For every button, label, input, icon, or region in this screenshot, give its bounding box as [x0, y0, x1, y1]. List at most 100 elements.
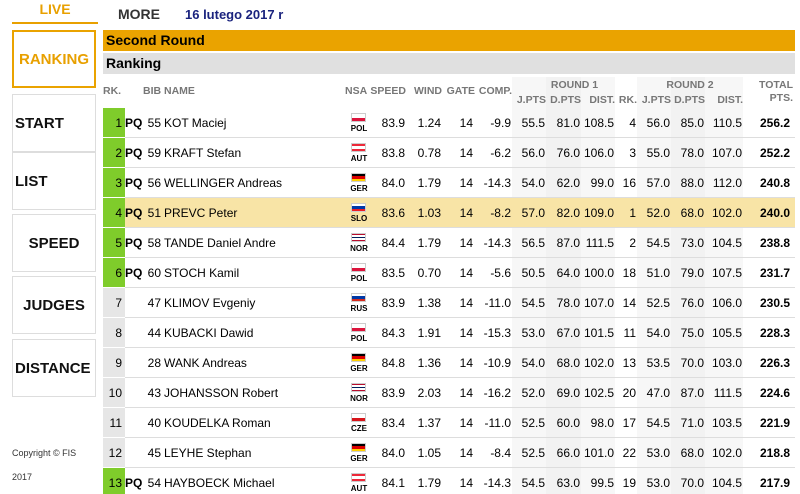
row — [103, 108, 795, 138]
nsa: CZE — [351, 424, 367, 433]
value: 1.37 — [417, 416, 441, 430]
value: 56.0 — [521, 146, 545, 160]
value: 53.0 — [521, 326, 545, 340]
value: 78.0 — [680, 146, 704, 160]
nsa: GER — [350, 364, 368, 373]
value: 20 — [622, 386, 636, 400]
value: 70.0 — [680, 476, 704, 490]
value: -8.2 — [490, 206, 511, 220]
value: 1.79 — [417, 476, 441, 490]
value: 217.9 — [759, 476, 790, 490]
name: STOCH Kamil — [164, 266, 240, 280]
value: 53.5 — [646, 356, 670, 370]
value: 87.0 — [556, 236, 580, 250]
value: 11 — [623, 326, 636, 340]
bib: 51 — [147, 206, 161, 220]
section-title: Second Round — [103, 30, 795, 51]
rank: 7 — [103, 288, 125, 318]
nsa: AUT — [350, 484, 368, 493]
flag — [351, 353, 366, 362]
value: 0.70 — [417, 266, 441, 280]
nav-item[interactable]: SPEED — [12, 214, 96, 272]
value: 231.7 — [759, 266, 790, 280]
value: 83.4 — [381, 416, 405, 430]
value: 224.6 — [759, 386, 790, 400]
flag-stripe — [352, 146, 365, 149]
column-header: D.PTS — [674, 94, 705, 106]
value: 54.5 — [646, 236, 670, 250]
rank: 8 — [103, 318, 125, 348]
nsa: POL — [350, 274, 368, 283]
nav-item[interactable]: RANKING — [12, 30, 96, 88]
value: 14 — [459, 146, 473, 160]
value: 104.5 — [711, 236, 742, 250]
value: -10.9 — [483, 356, 511, 370]
flag-stripe — [352, 388, 365, 390]
nav-item[interactable]: LIST — [12, 152, 96, 210]
row — [103, 438, 795, 468]
value: -15.3 — [483, 326, 511, 340]
rank: 6 — [103, 258, 125, 288]
flag-stripe — [352, 444, 365, 447]
value: 60.0 — [556, 416, 580, 430]
nsa: NOR — [350, 394, 368, 403]
row — [103, 318, 795, 348]
flag — [351, 473, 366, 482]
value: 14 — [459, 266, 473, 280]
value: 83.9 — [381, 116, 405, 130]
column-header: COMP. — [478, 85, 512, 97]
value: 3 — [629, 146, 636, 160]
nsa: GER — [350, 184, 368, 193]
flag — [351, 113, 366, 122]
name: KOUDELKA Roman — [164, 416, 271, 430]
value: 52.0 — [646, 206, 670, 220]
value: 111.5 — [585, 236, 614, 250]
copyright: Copyright © FIS — [12, 448, 77, 458]
value: 99.0 — [590, 176, 614, 190]
row — [103, 198, 795, 228]
flag — [351, 263, 366, 272]
nsa: RUS — [350, 304, 368, 313]
value: -9.9 — [490, 116, 511, 130]
flag-stripe — [352, 448, 365, 451]
value: 14 — [459, 446, 473, 460]
flag-stripe — [352, 296, 365, 299]
value: 1.91 — [417, 326, 441, 340]
value: 14 — [459, 206, 473, 220]
value: 68.0 — [680, 446, 704, 460]
value: 53.0 — [646, 476, 670, 490]
flag-stripe — [352, 208, 365, 211]
value: -6.2 — [490, 146, 511, 160]
flag — [351, 323, 366, 332]
flag-stripe — [352, 386, 365, 389]
value: -16.2 — [483, 386, 511, 400]
flag-stripe — [352, 294, 365, 297]
value: 109.0 — [583, 206, 614, 220]
value: 54.0 — [646, 326, 670, 340]
nav-item[interactable]: JUDGES — [12, 276, 96, 334]
flag — [351, 203, 366, 212]
value: 82.0 — [556, 206, 580, 220]
value: 84.0 — [381, 446, 405, 460]
live-tab[interactable]: LIVE — [12, 0, 98, 24]
row — [103, 258, 795, 288]
nsa: POL — [350, 124, 368, 133]
flag-stripe — [352, 417, 365, 421]
value: 54.0 — [521, 356, 545, 370]
value: 64.0 — [556, 266, 580, 280]
nav-item[interactable]: DISTANCE — [12, 339, 96, 397]
value: 228.3 — [759, 326, 790, 340]
more-tab[interactable]: MORE — [118, 6, 160, 22]
column-header: DIST. — [589, 94, 615, 106]
row — [103, 408, 795, 438]
pq: PQ — [125, 146, 143, 160]
value: 52.5 — [646, 296, 670, 310]
flag — [351, 293, 366, 302]
nsa: GER — [350, 454, 368, 463]
value: 17 — [622, 416, 636, 430]
nav-item[interactable]: START — [12, 94, 96, 152]
column-header: NSA — [345, 85, 368, 97]
flag — [351, 173, 366, 182]
column-header: WIND — [414, 85, 442, 97]
value: 55.0 — [646, 146, 670, 160]
